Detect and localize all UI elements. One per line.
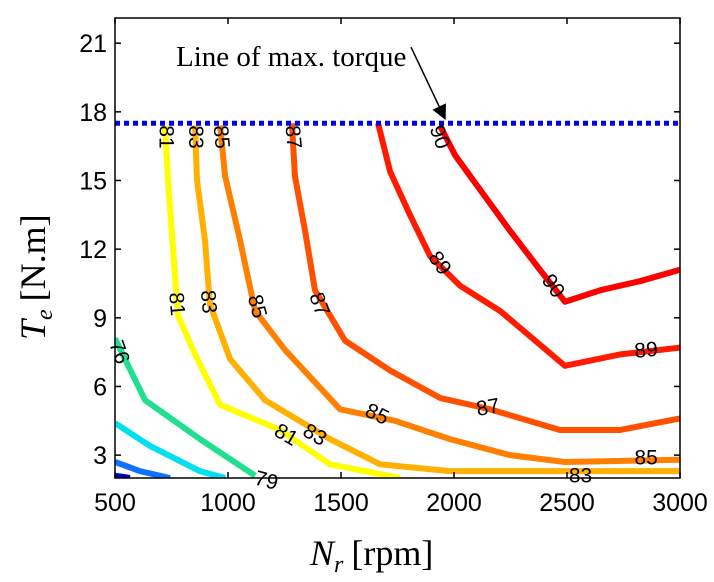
annotation-text: Line of max. torque: [176, 41, 406, 73]
contour-label: 85: [362, 399, 393, 430]
y-tick-label: 15: [79, 167, 107, 195]
contour-lines: [115, 122, 680, 478]
y-axis-label-unit: [N.m]: [13, 214, 53, 301]
contour-label: 85: [209, 124, 234, 149]
contour-line-low-7: [115, 420, 226, 478]
y-tick-label: 9: [93, 305, 107, 333]
contour-label: 81: [154, 125, 177, 148]
contour-line-85: [217, 125, 680, 465]
x-tick-label: 500: [94, 489, 136, 517]
axis-ticks: 500 1000 1500 2000 2500 3000 3 6 9 12 15 18 21: [79, 18, 708, 517]
contour-label: 83: [184, 125, 207, 148]
y-axis-label-main: T: [13, 317, 53, 340]
y-tick-label: 6: [93, 373, 107, 401]
contour-line-low-8: [115, 459, 171, 478]
y-tick-label: 18: [79, 99, 107, 127]
contour-label: 83: [196, 289, 221, 314]
contour-label: 81: [270, 419, 302, 451]
x-tick-label: 2500: [539, 489, 595, 517]
y-axis-label: Te [N.m]: [13, 214, 58, 340]
annotation-arrow: [410, 46, 446, 121]
contour-line-76: [115, 337, 257, 478]
plot-frame: [114, 17, 681, 479]
contour-line-90: [437, 124, 680, 305]
y-tick-label: 3: [93, 442, 107, 470]
contour-label: 87: [474, 394, 501, 421]
contour-label: 89: [634, 338, 659, 363]
x-axis-label-sub: r: [334, 552, 344, 578]
x-tick-label: 3000: [652, 489, 708, 517]
contour-line-81: [161, 125, 401, 478]
contour-line-87: [288, 123, 680, 433]
contour-label: 83: [569, 465, 592, 488]
x-axis-label-main: N: [309, 533, 336, 573]
contour-line-89: [375, 122, 680, 369]
x-axis-label: Nr [rpm]: [309, 533, 433, 578]
y-tick-label: 21: [79, 30, 107, 58]
contour-label: 85: [634, 446, 657, 469]
contour-label: 87: [281, 124, 306, 149]
x-tick-label: 1500: [313, 489, 369, 517]
x-tick-label: 1000: [200, 489, 256, 517]
x-tick-label: 2000: [426, 489, 482, 517]
contour-label: 79: [252, 467, 281, 495]
y-tick-label: 12: [79, 236, 107, 264]
contour-label: 85: [243, 292, 271, 321]
x-axis-label-unit: [rpm]: [351, 533, 433, 573]
contour-label: 81: [164, 291, 189, 316]
contour-line-83: [192, 125, 680, 475]
y-axis-label-sub: e: [32, 309, 58, 320]
